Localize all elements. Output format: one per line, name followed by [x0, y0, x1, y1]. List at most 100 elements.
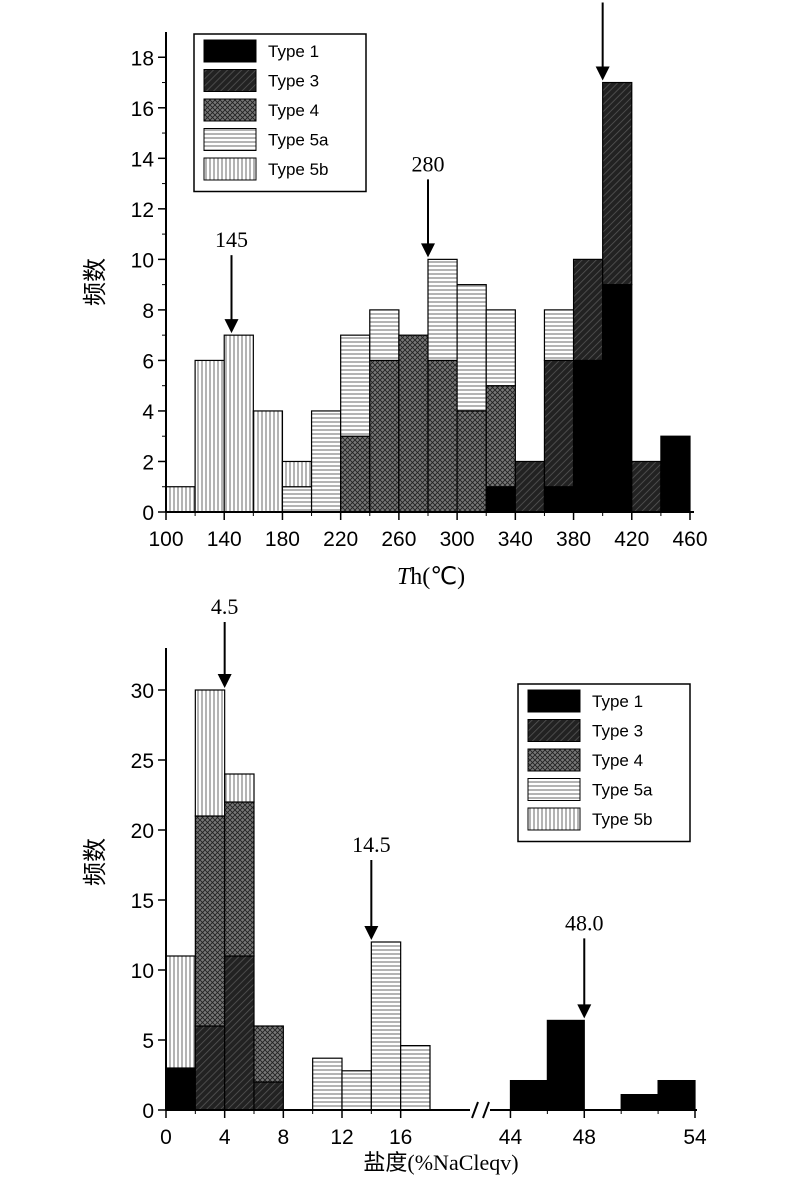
chart1-ytick-label: 2 [142, 451, 154, 474]
chart2-legend-label-type1: Type 1 [592, 692, 643, 711]
annotation-label-c2-2: 48.0 [565, 910, 604, 935]
chart1-xtick-label: 220 [323, 528, 358, 551]
chart1-ytick-label: 12 [131, 199, 154, 222]
annotation-arrowhead-c1-1 [421, 243, 435, 258]
bar-type5a-280 [427, 258, 458, 362]
chart2-ylabel: 频数 [82, 838, 109, 886]
chart1-xtick-label: 340 [498, 528, 533, 551]
chart2-legend-label-type5b: Type 5b [592, 810, 653, 829]
chart1-legend-swatch-type3 [203, 69, 257, 92]
chart2-xtick-label: 54 [683, 1126, 707, 1149]
chart2-legend-swatch-type4 [527, 748, 581, 772]
chart1-ytick-label: 6 [142, 350, 154, 373]
bar-type5b-180 [281, 460, 313, 488]
bar-type1-0 [165, 1067, 196, 1111]
chart2-legend-swatch-type1 [527, 689, 581, 713]
chart1-legend-swatch-type1 [203, 39, 257, 63]
bar-type4-2 [194, 815, 226, 1027]
bar-type3-340 [514, 460, 546, 513]
chart1-axes: 0 2 4 6 8 10 12 14 16 18 100 140 180 220 260 300 340 380 4… [131, 32, 708, 551]
chart1-ytick-label: 16 [131, 98, 154, 121]
bar-type5a-320 [485, 309, 516, 387]
bar-type4-220 [340, 435, 371, 513]
chart2-xtick-label: 4 [219, 1126, 231, 1149]
chart2-legend-swatch-type3 [527, 719, 581, 742]
chart1-xlabel: Th(℃) [397, 564, 465, 590]
chart2-xtick-label: 16 [389, 1126, 412, 1149]
chart2-bars [165, 689, 696, 1111]
chart1-legend-swatch-type5a [203, 128, 257, 151]
chart1-xlabel-rest: h(℃) [410, 564, 465, 590]
chart2-ytick-label: 25 [131, 750, 154, 773]
bar-type1-50 [620, 1093, 659, 1111]
bar-type1-360 [543, 486, 575, 513]
chart2-ytick-label: 10 [131, 960, 154, 983]
chart2-legend: Type 1 Type 3 Type 4 Type 5a Type 5b [517, 683, 691, 843]
chart1-xtick-label: 380 [556, 528, 591, 551]
bar-type5b-100 [165, 486, 196, 513]
chart2-legend-label-type5a: Type 5a [592, 781, 653, 800]
chart2-xtick-label: 12 [330, 1126, 353, 1149]
chart1-ytick-label: 18 [131, 47, 154, 70]
chart2-ytick-label: 20 [131, 820, 154, 843]
bar-type4-260 [398, 334, 429, 513]
chart1-ytick-label: 14 [131, 148, 155, 171]
chart1-legend-label-type5a: Type 5a [268, 131, 329, 150]
chart1-ytick-label: 10 [131, 249, 154, 272]
chart1-legend-label-type5b: Type 5b [268, 160, 329, 179]
chart2-legend-swatch-type5b [527, 807, 581, 831]
bar-type3-6 [253, 1081, 284, 1111]
chart2-xtick-label: 8 [277, 1126, 289, 1149]
bar-type1-440 [660, 435, 691, 513]
chart1-ytick-label: 4 [142, 401, 154, 424]
chart1-xtick-label: 300 [440, 528, 475, 551]
bar-type4-280 [427, 359, 458, 513]
annotation-arrowhead-c2-2 [577, 1004, 592, 1019]
bar-type4-320 [485, 385, 516, 488]
chart1-legend-swatch-type4 [203, 98, 257, 122]
bar-type5a-10 [312, 1057, 343, 1111]
bar-type3-380 [572, 258, 604, 362]
bar-type1-52 [657, 1079, 696, 1111]
annotation-arrowhead-c1-0 [224, 319, 239, 334]
chart1-legend-swatch-type5b [203, 157, 257, 181]
bar-type5a-360 [543, 309, 575, 362]
bar-type5b-4 [224, 773, 255, 803]
bar-type5a-12 [341, 1070, 372, 1111]
bar-type3-420 [631, 460, 662, 513]
bar-type3-360 [543, 359, 575, 488]
bar-type5a-220 [340, 334, 371, 437]
bar-type1-44 [509, 1079, 548, 1111]
bar-type4-300 [456, 410, 487, 513]
chart2-xlabel: 盐度(%NaCleqv) [363, 1150, 518, 1175]
bar-type5b-120 [194, 359, 225, 513]
bar-type1-400 [602, 284, 633, 513]
chart2-ytick-label: 0 [142, 1100, 154, 1123]
chart1-ytick-label: 8 [142, 300, 154, 323]
chart1-xlabel-italic: T [397, 564, 412, 590]
axis-break-mark [471, 1101, 479, 1119]
chart1-xtick-label: 180 [265, 528, 300, 551]
chart2-xtick-label: 0 [160, 1126, 172, 1149]
bar-type3-2 [194, 1025, 226, 1111]
axis-break-mark [482, 1101, 490, 1119]
annotation-arrowhead-c2-1 [364, 926, 379, 940]
bar-type5b-2 [194, 689, 226, 817]
chart1-legend-label-type3: Type 3 [268, 72, 319, 91]
annotation-label-c2-1: 14.5 [352, 832, 391, 857]
bar-type5b-160 [252, 410, 284, 513]
chart2-ytick-label: 5 [142, 1030, 154, 1053]
bar-type4-4 [224, 801, 255, 957]
chart2-ytick-label: 30 [131, 680, 154, 703]
bar-type5a-14 [370, 941, 402, 1111]
bar-type5b-140 [223, 334, 254, 513]
bar-type3-400 [602, 81, 633, 286]
bar-type1-320 [485, 486, 516, 513]
bar-type5a-300 [456, 284, 487, 412]
bar-type5b-0 [165, 955, 196, 1069]
homogenization-temperature-histogram: 0 2 4 6 8 10 12 14 16 18 100 140 180 220 260 300 340 380 4… [82, 2, 708, 590]
bar-type5a-240 [369, 309, 400, 362]
